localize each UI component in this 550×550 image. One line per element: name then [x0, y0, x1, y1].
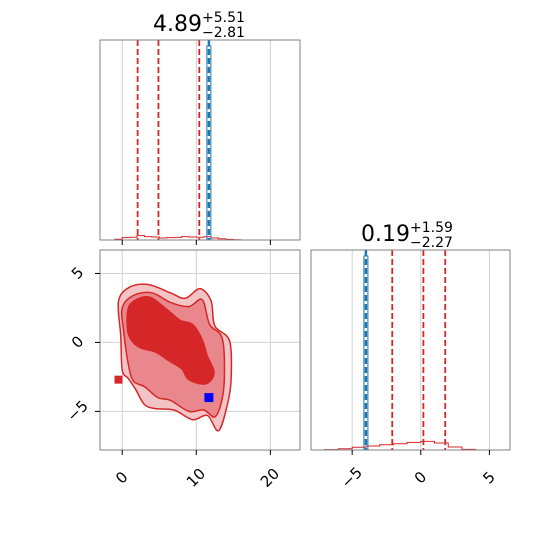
title-top-left-minus: −2.81	[202, 25, 245, 41]
title-top-left-median: 4.89	[153, 12, 202, 37]
grid-top-left	[121, 40, 271, 240]
sample-point	[139, 324, 148, 333]
y-tick-label: −5	[63, 397, 91, 425]
panel-top-left: 4.89 +5.51 −2.81	[99, 10, 301, 245]
title-top-left-plus: +5.51	[202, 10, 245, 26]
marks-top-left	[114, 40, 242, 240]
posterior-histogram	[324, 440, 477, 450]
ticks-bottom-right: −5 0 5	[338, 450, 499, 492]
y-tick-label: 5	[68, 263, 87, 282]
x-tick-label: −5	[338, 463, 366, 491]
sample-point	[184, 352, 193, 361]
marks-bottom-right	[324, 250, 477, 450]
ticks-top-left	[121, 240, 271, 245]
truth-point	[204, 393, 214, 403]
contour-level-3	[126, 296, 215, 385]
x-tick-label: 20	[257, 465, 283, 491]
title-bottom-right-plus: +1.59	[410, 220, 453, 236]
x-tick-label: 5	[479, 468, 498, 487]
y-tick-label: 0	[68, 332, 87, 351]
marks-bottom-left	[114, 283, 233, 432]
sample-point	[183, 357, 192, 366]
x-tick-label: 0	[112, 468, 131, 487]
panel-bottom-right: 0.19 +1.59 −2.27 −5 0 5	[310, 220, 511, 492]
frame-bottom-left	[99, 249, 301, 451]
title-bottom-right-median: 0.19	[361, 222, 410, 247]
sample-point	[114, 375, 123, 384]
x-tick-label: 10	[183, 465, 209, 491]
grid-bottom-right	[351, 250, 490, 450]
frame-bottom-right	[310, 249, 511, 451]
x-tick-label: 0	[411, 468, 430, 487]
panel-bottom-left: 0 10 20 5 0 −5	[63, 249, 301, 491]
title-bottom-right-minus: −2.27	[410, 235, 453, 251]
frame-top-left	[99, 39, 301, 241]
posterior-histogram	[114, 235, 242, 240]
